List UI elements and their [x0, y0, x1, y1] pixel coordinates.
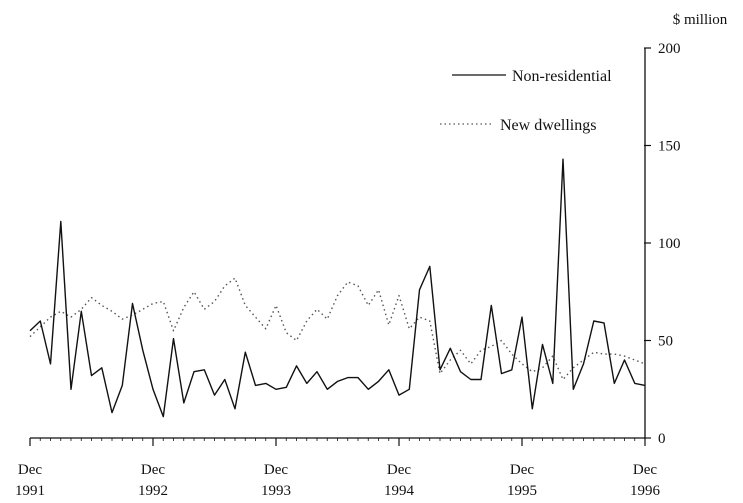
y-axis-unit-label: $ million: [673, 12, 728, 28]
y-tick-label: 200: [658, 41, 681, 57]
x-tick-label-month: Dec: [264, 462, 288, 478]
series-line-non-residential: [29, 158, 646, 418]
x-tick-label-year: 1992: [138, 483, 168, 499]
legend-label-new-dwellings: New dwellings: [500, 117, 596, 134]
x-tick-label-year: 1994: [384, 483, 415, 499]
x-tick-label-year: 1991: [15, 483, 45, 499]
series-line-new-dwellings: [29, 277, 646, 381]
x-tick-label-month: Dec: [633, 462, 657, 478]
y-tick-label: 150: [658, 139, 681, 155]
x-tick-label-month: Dec: [18, 462, 42, 478]
y-tick-label: 0: [658, 431, 666, 447]
x-tick-label-month: Dec: [510, 462, 534, 478]
axis-ticks: 0 50 100 150 200 Dec 1991 Dec 1992 Dec 1993 Dec 1994…: [15, 41, 681, 499]
legend: Non-residential New dwellings: [440, 68, 612, 134]
x-tick-label-month: Dec: [387, 462, 411, 478]
legend-label-non-residential: Non-residential: [512, 68, 612, 85]
y-tick-label: 50: [658, 334, 673, 350]
series-lines: [29, 158, 646, 418]
x-tick-label-month: Dec: [141, 462, 165, 478]
x-tick-label-year: 1996: [630, 483, 661, 499]
y-tick-label: 100: [658, 236, 681, 252]
x-tick-label-year: 1995: [507, 483, 537, 499]
x-tick-label-year: 1993: [261, 483, 291, 499]
